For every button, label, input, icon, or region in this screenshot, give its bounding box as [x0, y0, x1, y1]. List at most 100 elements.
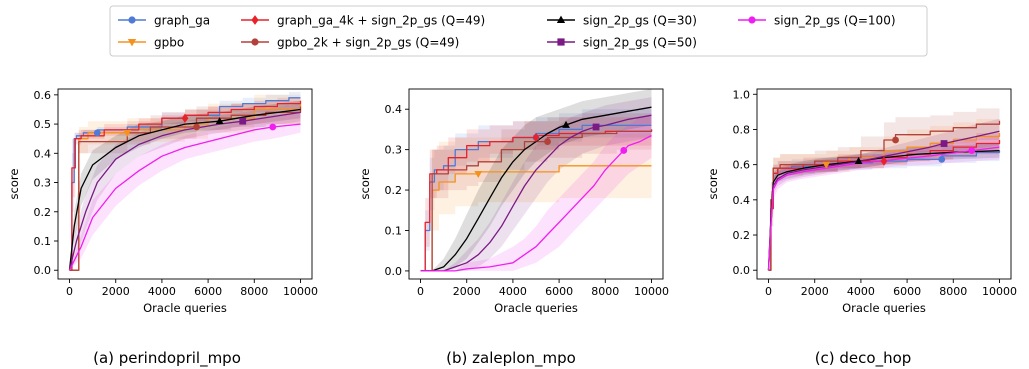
legend-marker: [251, 38, 259, 46]
line-sign-2p-gs-q-100: [767, 146, 1000, 271]
legend-marker: [748, 16, 756, 24]
legend-marker: [557, 38, 565, 46]
legend-marker: [556, 15, 566, 24]
legend-entry: gpbo_2k + sign_2p_gs (Q=49): [241, 36, 459, 50]
legend-label: sign_2p_gs (Q=50): [583, 36, 697, 50]
marker-sign-2p-gs-q-50: [940, 140, 948, 147]
band-sign-2p-gs-q-50: [420, 97, 652, 271]
marker-gpbo: [474, 171, 483, 178]
line-sign-2p-gs-q-50: [68, 111, 301, 271]
y-tick-label: 0.6: [733, 159, 751, 172]
line-sign-2p-gs-q-100: [420, 134, 652, 272]
marker-sign-2p-gs-q-30: [562, 120, 570, 128]
marker-sign-2p-gs-q-30: [854, 157, 863, 165]
band-graph-ga-4k-sign-2p-gs-q-49: [420, 113, 652, 271]
y-tick-label: 0.4: [34, 147, 52, 160]
legend-label: sign_2p_gs (Q=30): [583, 14, 697, 28]
legend-entry: sign_2p_gs (Q=100): [738, 14, 896, 28]
legend-marker: [251, 15, 259, 25]
x-tick-label: 8000: [240, 285, 268, 298]
band-sign-2p-gs-q-100: [69, 112, 301, 271]
marker-gpbo: [123, 129, 132, 137]
marker-gpbo-2k-sign-2p-gs-q-49: [193, 123, 200, 131]
marker-gpbo-2k-sign-2p-gs-q-49: [892, 136, 899, 144]
band-sign-2p-gs-q-100: [420, 113, 652, 271]
x-tick-label: 2000: [453, 285, 481, 298]
y-tick-label: 0.2: [34, 206, 52, 219]
line-graph-ga: [69, 97, 301, 271]
line-graph-ga-4k-sign-2p-gs-q-49: [69, 100, 302, 271]
y-tick-label: 0.0: [733, 264, 751, 277]
y-tick-label: 0.2: [385, 184, 403, 197]
y-axis-title: score: [706, 169, 720, 200]
x-tick-label: 6000: [893, 285, 921, 298]
marker-sign-2p-gs-q-50: [239, 117, 247, 125]
x-tick-label: 4000: [847, 285, 875, 298]
axes-frame: [756, 88, 1012, 280]
marker-sign-2p-gs-q-100: [620, 147, 628, 154]
x-tick-label: 10000: [634, 285, 669, 298]
legend-label: graph_ga_4k + sign_2p_gs (Q=49): [277, 14, 485, 28]
x-axis-title: Oracle queries: [842, 301, 926, 315]
plot-series: [68, 91, 302, 271]
x-tick-label: 6000: [194, 285, 222, 298]
panel-caption: (a) perindopril_mpo: [93, 349, 241, 368]
x-tick-label: 0: [417, 285, 424, 298]
x-tick-label: 4000: [148, 285, 176, 298]
y-tick-label: 0.6: [34, 89, 52, 102]
legend-label: gpbo_2k + sign_2p_gs (Q=49): [277, 36, 459, 50]
y-tick-label: 0.3: [34, 177, 52, 190]
x-tick-label: 4000: [499, 285, 527, 298]
x-tick-label: 0: [765, 285, 772, 298]
legend-frame: [109, 5, 928, 57]
marker-sign-2p-gs-q-50: [592, 123, 600, 131]
y-tick-label: 0.5: [34, 118, 52, 131]
y-tick-label: 0.2: [733, 229, 751, 242]
y-tick-label: 0.4: [733, 194, 751, 207]
x-axis-title: Oracle queries: [143, 301, 227, 315]
plot-series: [420, 89, 653, 272]
x-tick-label: 10000: [982, 285, 1017, 298]
plot-area: [757, 89, 1011, 279]
x-tick-label: 10000: [283, 285, 318, 298]
band-gpbo: [420, 133, 652, 271]
panel-caption: (b) zaleplon_mpo: [446, 349, 576, 368]
panel-zaleplon-mpo: 0 2000 4000 6000 8000 10000 0.0 0.1 0.2 0.3 0.4 Ora…: [358, 88, 669, 368]
y-tick-label: 0.8: [733, 123, 751, 136]
y-tick-label: 0.4: [385, 103, 403, 116]
marker-graph-ga-4k-sign-2p-gs-q-49: [880, 156, 888, 166]
x-axis-title: Oracle queries: [494, 301, 578, 315]
line-sign-2p-gs-q-30: [420, 106, 652, 272]
legend-entry: graph_ga_4k + sign_2p_gs (Q=49): [241, 14, 485, 28]
marker-graph-ga-4k-sign-2p-gs-q-49: [181, 113, 189, 123]
x-tick-label: 8000: [939, 285, 967, 298]
band-sign-2p-gs-q-50: [69, 103, 301, 271]
y-axis-title: score: [358, 169, 372, 200]
marker-graph-ga: [93, 129, 101, 137]
panel-deco-hop: 0 2000 4000 6000 8000 10000 0.0 0.2 0.4 0.6 0.8 1.0…: [706, 88, 1017, 368]
y-tick-label: 0.0: [34, 264, 52, 277]
axes-frame: [57, 88, 313, 280]
line-sign-2p-gs-q-30: [68, 108, 301, 271]
legend-entry: gpbo: [118, 36, 184, 50]
y-tick-label: 0.0: [385, 265, 403, 278]
panel-perindopril-mpo: 0 2000 4000 6000 8000 10000 0.0 0.1 0.2 0.3 0.4 0.5…: [7, 88, 318, 368]
marker-sign-2p-gs-q-100: [968, 147, 976, 154]
y-axis-title: score: [7, 169, 21, 200]
y-tick-label: 1.0: [733, 88, 751, 101]
marker-graph-ga-4k-sign-2p-gs-q-49: [532, 132, 540, 143]
marker-gpbo-2k-sign-2p-gs-q-49: [544, 138, 551, 145]
legend-entry: graph_ga: [118, 14, 210, 28]
y-tick-label: 0.3: [385, 144, 403, 157]
band-sign-2p-gs-q-30: [69, 100, 301, 271]
legend-label: gpbo: [154, 36, 184, 50]
marker-sign-2p-gs-q-30: [215, 117, 224, 125]
marker-sign-2p-gs-q-100: [269, 123, 277, 131]
legend-marker: [127, 38, 137, 47]
line-gpbo-2k-sign-2p-gs-q-49: [420, 129, 653, 272]
x-tick-label: 8000: [591, 285, 619, 298]
x-tick-label: 6000: [545, 285, 573, 298]
line-graph-ga-4k-sign-2p-gs-q-49: [420, 129, 653, 272]
